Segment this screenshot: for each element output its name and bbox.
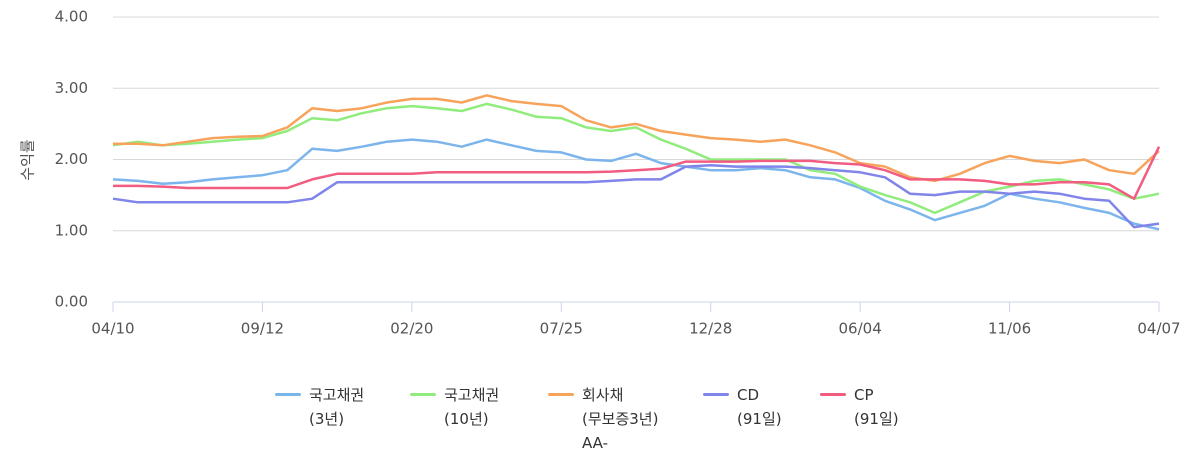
series-line (113, 146, 1161, 200)
legend-item[interactable]: 국고채권 (3년) (275, 383, 364, 431)
series-line (112, 163, 1160, 229)
y-tick-label: 1.00 (55, 221, 88, 239)
legend-label: CD (91일) (737, 386, 782, 428)
legend-swatch (275, 393, 301, 396)
chart: 수익률 0.00 1.00 2.00 3.00 4.00 04/10 09/12 02/20 0… (19, 8, 1181, 338)
legend-item[interactable]: 회사채 (무보증3년) AA- (548, 383, 658, 455)
legend-item[interactable]: CD (91일) (703, 383, 782, 431)
x-tick-label: 04/10 (91, 320, 134, 338)
legend-label: 국고채권 (3년) (309, 386, 365, 428)
x-tick-label: 07/25 (540, 320, 583, 338)
x-tick-label: 04/07 (1137, 320, 1180, 338)
y-tick-label: 2.00 (55, 150, 88, 168)
y-tick-label: 0.00 (55, 293, 88, 311)
legend-item[interactable]: CP (91일) (820, 383, 899, 431)
legend-swatch (410, 393, 436, 396)
x-tick-label: 12/28 (689, 320, 732, 338)
x-tick-label: 11/06 (988, 320, 1031, 338)
legend-label: CP (91일) (854, 386, 899, 428)
x-tick-label: 09/12 (241, 320, 284, 338)
series-line (112, 138, 1160, 231)
x-tick-label: 06/04 (839, 320, 882, 338)
y-tick-label: 3.00 (55, 79, 88, 97)
legend-swatch (548, 393, 574, 396)
legend-swatch (703, 393, 729, 396)
legend-swatch (820, 393, 846, 396)
x-tick-label: 02/20 (390, 320, 433, 338)
legend: 국고채권 (3년) 국고채권 (10년) 회사채 (무보증3년) AA- CD (91… (0, 383, 1188, 471)
legend-label: 회사채 (무보증3년) AA- (582, 386, 659, 452)
legend-label: 국고채권 (10년) (444, 386, 500, 428)
series-line (113, 94, 1160, 183)
legend-item[interactable]: 국고채권 (10년) (410, 383, 499, 431)
y-tick-label: 4.00 (55, 8, 88, 26)
y-axis-title: 수익률 (19, 139, 37, 181)
